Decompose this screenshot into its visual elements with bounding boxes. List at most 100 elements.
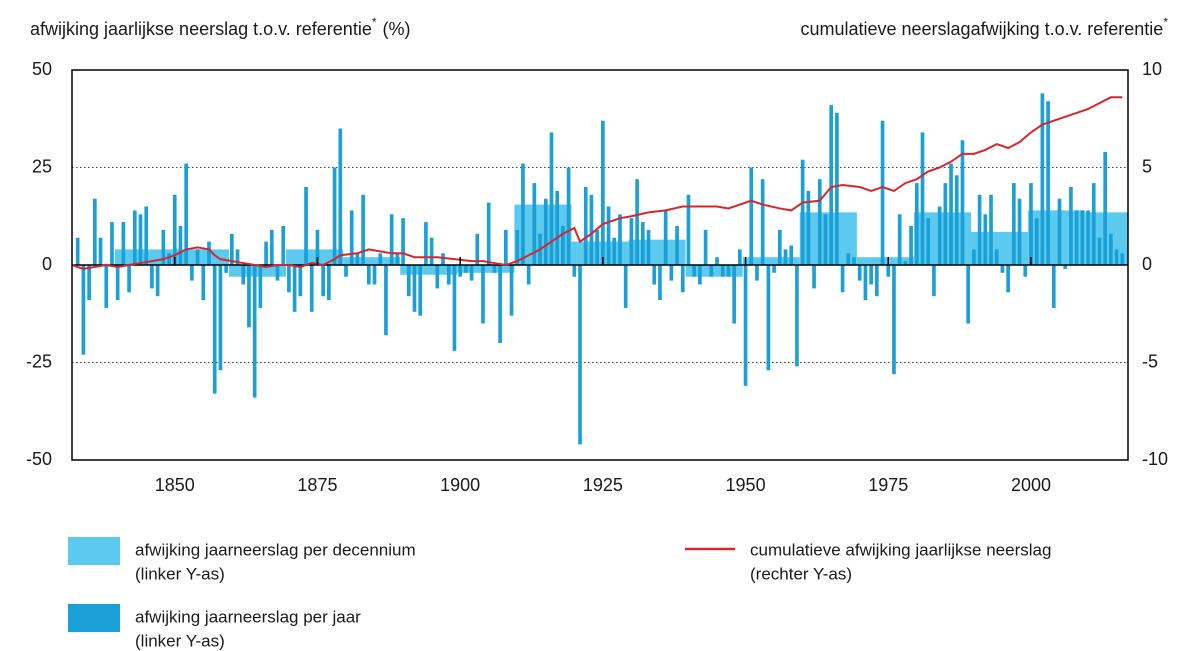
legend-note: (linker Y-as) xyxy=(135,631,225,650)
year-bar xyxy=(441,253,445,265)
year-bar xyxy=(1006,265,1010,293)
year-bar xyxy=(977,194,982,265)
year-bar xyxy=(127,265,131,293)
legend: afwijking jaarneerslag per decennium (lin… xyxy=(68,537,1051,650)
year-bar xyxy=(264,241,268,265)
y-axis-unit: (%) xyxy=(383,19,411,39)
decade-bar xyxy=(400,265,458,275)
year-bar xyxy=(218,265,223,371)
year-bar xyxy=(909,226,913,265)
year-bar xyxy=(1063,265,1068,269)
year-bar xyxy=(247,265,251,328)
x-tick-label: 1850 xyxy=(155,475,195,495)
year-bar xyxy=(583,187,588,265)
year-bar xyxy=(640,222,645,265)
year-bar xyxy=(789,245,794,265)
year-bar xyxy=(1023,265,1028,277)
year-bar xyxy=(532,183,537,265)
year-bar xyxy=(692,265,697,277)
decade-bar xyxy=(228,265,287,277)
year-bar xyxy=(1114,249,1119,265)
year-bar xyxy=(777,229,782,265)
y2-tick-label: 0 xyxy=(1142,254,1152,274)
year-bar xyxy=(304,187,308,265)
year-bar xyxy=(989,194,993,265)
year-bar xyxy=(401,218,405,265)
year-bar xyxy=(897,214,902,265)
x-tick-label: 2000 xyxy=(1011,475,1051,495)
year-bar xyxy=(429,237,434,265)
year-bar xyxy=(521,163,525,265)
year-bar xyxy=(424,222,428,265)
year-bar xyxy=(743,265,748,386)
year-bar xyxy=(155,265,160,297)
year-bar xyxy=(309,265,314,312)
year-bar xyxy=(469,265,474,281)
year-bar xyxy=(498,265,502,343)
year-bar xyxy=(709,265,714,277)
year-bar xyxy=(766,265,771,371)
year-bar xyxy=(361,194,365,265)
year-bar xyxy=(1080,210,1085,265)
year-bar xyxy=(241,265,246,285)
year-bar xyxy=(612,237,617,265)
year-bar xyxy=(332,167,337,265)
year-bar xyxy=(412,265,417,312)
legend-note: (linker Y-as) xyxy=(135,564,225,583)
year-bar xyxy=(115,265,120,301)
year-bar xyxy=(829,105,834,265)
year-bar xyxy=(960,140,965,265)
year-bar xyxy=(795,265,799,367)
year-bar xyxy=(972,249,976,265)
year-bar xyxy=(1057,198,1062,265)
y-axis-title-text: afwijking jaarlijkse neerslag t.o.v. ref… xyxy=(30,19,372,39)
decade-bar xyxy=(742,257,800,265)
year-bar xyxy=(287,265,291,293)
year-bar xyxy=(1000,265,1005,273)
year-bar xyxy=(1017,198,1022,265)
y2-tick-label: -10 xyxy=(1142,449,1168,469)
year-bar xyxy=(235,249,240,265)
y-tick-label: -25 xyxy=(26,351,52,371)
year-bar xyxy=(572,265,577,277)
year-bar xyxy=(920,132,925,265)
decade-bar xyxy=(856,257,914,265)
year-bar xyxy=(943,183,948,265)
year-bar xyxy=(150,265,154,289)
y-tick-label: 25 xyxy=(32,156,52,176)
year-bar xyxy=(1029,183,1033,265)
year-bar xyxy=(857,265,862,281)
year-bar xyxy=(281,226,286,265)
year-bar xyxy=(464,265,468,273)
year-bar xyxy=(446,265,451,285)
year-bar xyxy=(926,218,931,265)
year-bar xyxy=(914,183,919,265)
year-bar xyxy=(1074,210,1079,265)
year-bar xyxy=(669,265,674,281)
year-bar xyxy=(875,265,879,297)
year-bar xyxy=(817,179,822,265)
y-tick-label: -50 xyxy=(26,449,52,469)
year-bar xyxy=(903,261,908,265)
year-bar xyxy=(515,229,520,265)
year-bar xyxy=(880,120,885,265)
year-bar xyxy=(195,249,200,265)
year-bar xyxy=(1109,233,1113,265)
year-bar xyxy=(954,175,959,265)
year-bar xyxy=(378,253,383,265)
year-bar xyxy=(230,233,234,265)
year-bar xyxy=(749,167,754,265)
y-tick-label: 0 xyxy=(42,254,52,274)
year-bar xyxy=(1069,187,1073,265)
legend-label: afwijking jaarneerslag per jaar xyxy=(135,607,361,626)
year-bar xyxy=(252,265,257,398)
year-bar xyxy=(1040,93,1045,266)
year-bar xyxy=(355,253,360,265)
x-tick-label: 1875 xyxy=(297,475,337,495)
decade-bar xyxy=(343,257,401,265)
year-bar xyxy=(783,249,788,265)
year-bar xyxy=(578,265,582,445)
decade-bar xyxy=(457,265,515,273)
